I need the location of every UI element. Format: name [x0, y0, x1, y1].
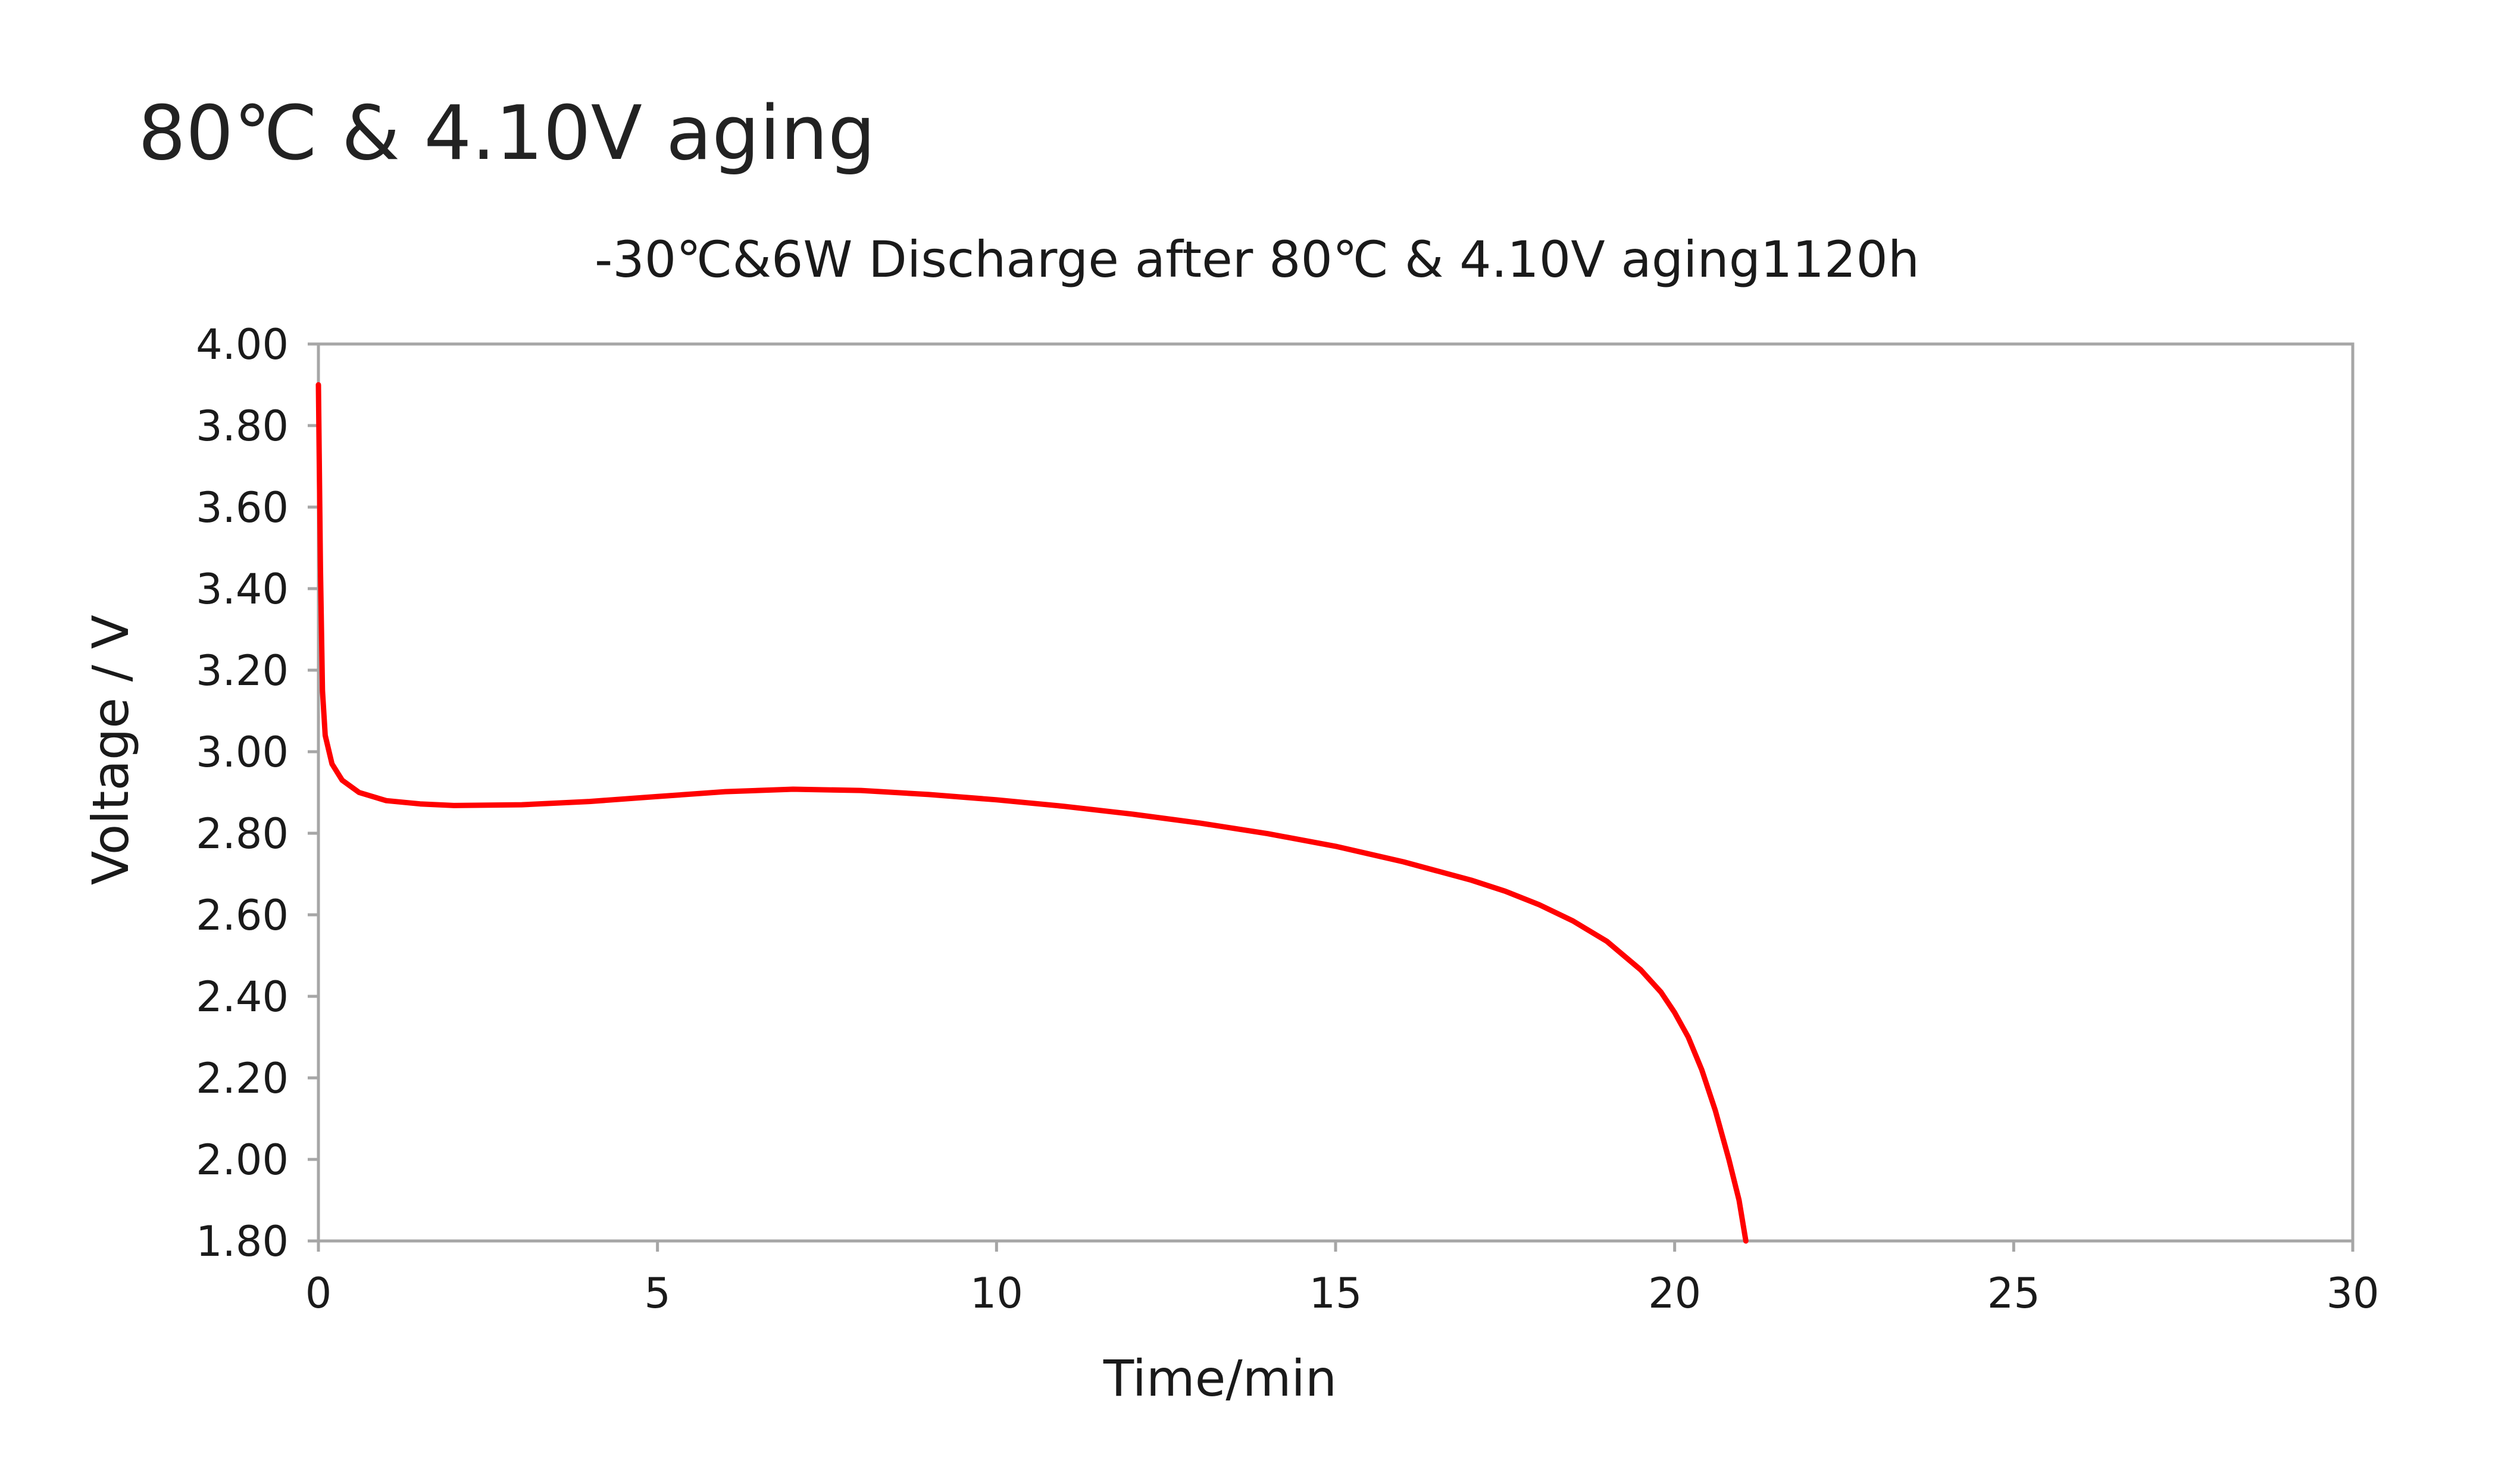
y-tick-label: 4.00: [196, 320, 289, 369]
x-tick-label: 0: [305, 1269, 332, 1318]
y-tick-label: 1.80: [196, 1217, 289, 1266]
x-tick-label: 20: [1648, 1269, 1701, 1318]
y-tick-label: 2.60: [196, 891, 289, 940]
x-tick-label: 30: [2326, 1269, 2379, 1318]
x-tick-label: 5: [644, 1269, 671, 1318]
x-tick-label: 25: [1987, 1269, 2040, 1318]
x-axis-label: Time/min: [1103, 1349, 1337, 1408]
y-tick-label: 3.80: [196, 402, 289, 451]
chart-title: -30℃&6W Discharge after 80℃ & 4.10V agin…: [595, 230, 1919, 289]
y-tick-label: 3.60: [196, 483, 289, 532]
y-axis-label: Voltage / V: [82, 615, 140, 885]
y-tick-label: 3.40: [196, 565, 289, 614]
y-tick-label: 3.00: [196, 728, 289, 777]
x-tick-label: 15: [1309, 1269, 1362, 1318]
x-tick-label: 10: [970, 1269, 1023, 1318]
y-tick-label: 2.00: [196, 1136, 289, 1184]
y-tick-label: 3.20: [196, 646, 289, 695]
y-axis: 1.80 2.00 2.20 2.40 2.60 2.80 3.00 3.20 3.40 3.60…: [196, 320, 318, 1266]
voltage-series-line: [315, 382, 1749, 1244]
y-tick-label: 2.80: [196, 809, 289, 858]
x-axis: 0 5 10 15 20 25 30: [305, 1241, 2380, 1318]
page-heading: 80℃ & 4.10V aging: [138, 89, 876, 177]
plot-area: [317, 342, 2355, 1243]
y-tick-label: 2.20: [196, 1054, 289, 1103]
y-tick-label: 2.40: [196, 973, 289, 1021]
